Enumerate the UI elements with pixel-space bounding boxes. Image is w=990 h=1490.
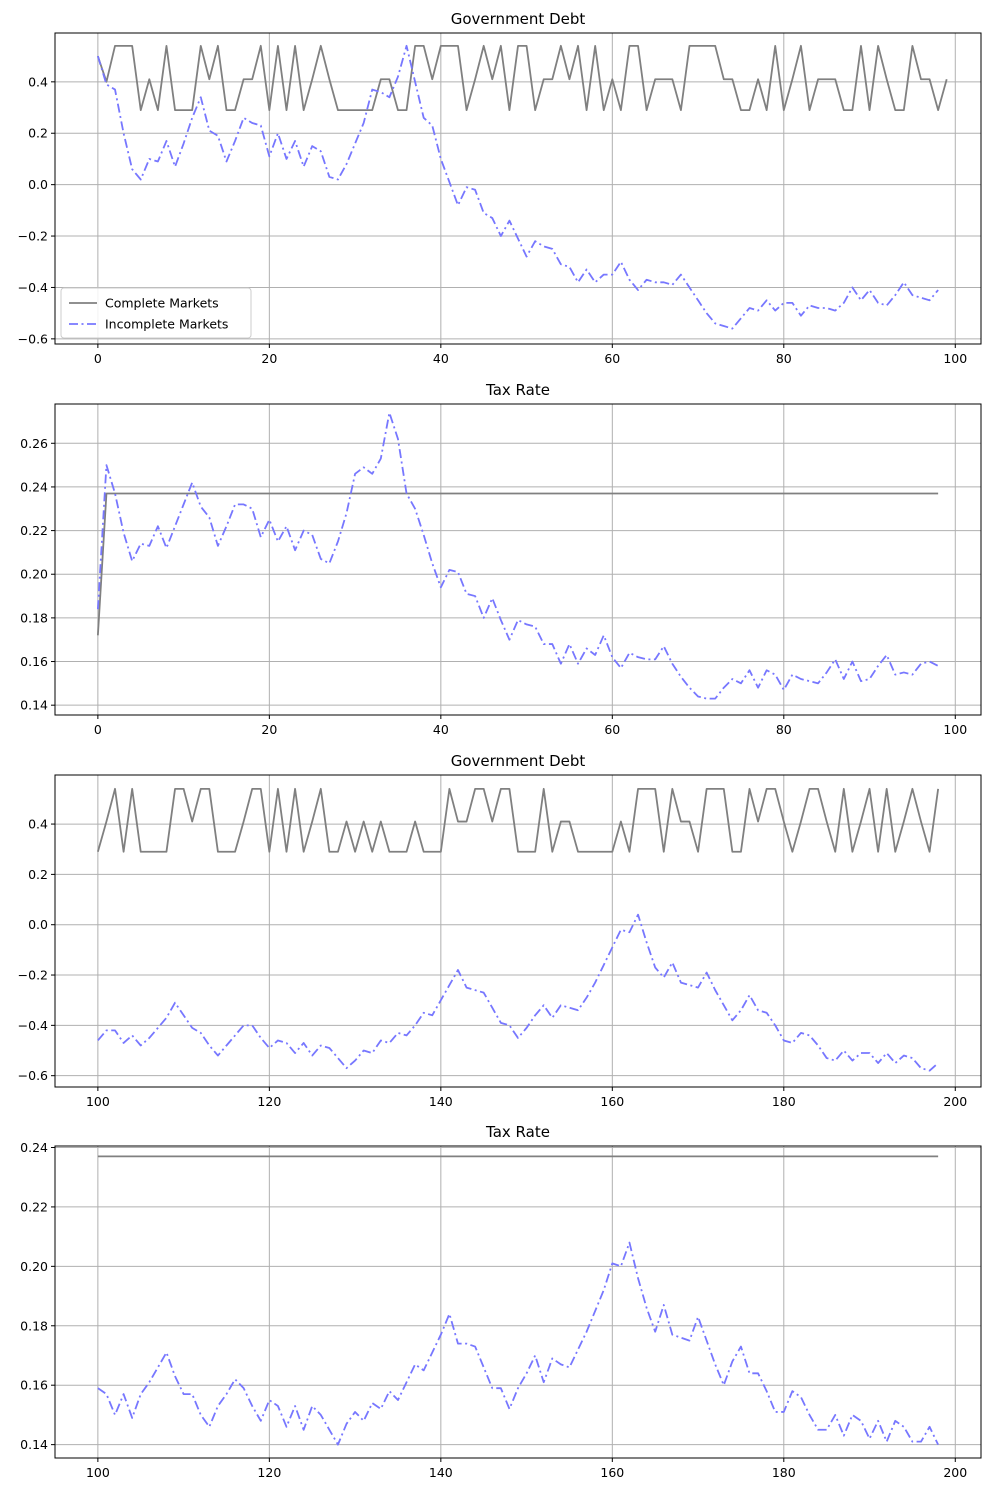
series-incomplete-markets	[97, 1241, 939, 1446]
y-tick-label: 0.2	[28, 126, 48, 141]
x-tick-label: 200	[943, 1094, 967, 1109]
x-tick-label: 160	[600, 1465, 624, 1480]
y-tick-label: 0.14	[20, 1437, 48, 1452]
chart-title: Tax Rate	[485, 381, 550, 399]
x-tick-label: 20	[261, 351, 277, 366]
x-tick-label: 0	[94, 722, 102, 737]
y-tick-label: −0.2	[18, 968, 48, 983]
y-tick-label: 0.14	[20, 698, 48, 713]
x-tick-label: 80	[776, 351, 792, 366]
y-tick-label: −0.6	[18, 1068, 48, 1083]
axes-frame	[54, 1145, 982, 1459]
chart-title: Government Debt	[451, 10, 586, 28]
y-tick-label: 0.4	[28, 817, 48, 832]
chart-title: Government Debt	[451, 752, 586, 770]
x-tick-label: 160	[600, 1094, 624, 1109]
legend-label: Complete Markets	[105, 296, 219, 311]
y-tick-label: 0.24	[20, 1140, 48, 1155]
axes-frame	[54, 32, 982, 345]
series-complete-markets	[97, 44, 948, 112]
x-tick-label: 100	[943, 351, 967, 366]
y-tick-label: −0.4	[18, 1018, 48, 1033]
y-tick-label: 0.26	[20, 436, 48, 451]
x-tick-label: 120	[257, 1094, 281, 1109]
y-tick-label: 0.22	[20, 1199, 48, 1214]
chart-panel-3: 100 120 140 160 180 200 −0.6 −0.4 −0.2 0.0 0.2 0.4 G…	[18, 752, 982, 1109]
x-tick-label: 120	[257, 1465, 281, 1480]
y-tick-label: 0.20	[20, 1259, 48, 1274]
series-incomplete-markets	[96, 411, 939, 700]
y-tick-label: 0.16	[20, 1378, 48, 1393]
chart-panel-1: 0 20 40 60 80 100 −0.6 −0.4 −0.2 0.0 0.2 0.4 Governm…	[18, 10, 982, 366]
y-tick-label: 0.18	[20, 610, 48, 625]
legend: Complete Markets Incomplete Markets	[60, 287, 252, 339]
series-incomplete-markets	[97, 44, 939, 330]
x-tick-label: 40	[433, 351, 449, 366]
y-tick-label: 0.4	[28, 74, 48, 89]
x-tick-label: 0	[94, 351, 102, 366]
y-tick-label: 0.16	[20, 654, 48, 669]
x-tick-label: 20	[261, 722, 277, 737]
axes-frame	[54, 774, 982, 1088]
x-tick-label: 80	[776, 722, 792, 737]
x-tick-label: 180	[772, 1465, 796, 1480]
series-incomplete-markets	[97, 913, 939, 1072]
x-tick-label: 60	[604, 351, 620, 366]
y-tick-label: 0.22	[20, 523, 48, 538]
legend-label: Incomplete Markets	[105, 317, 228, 332]
x-tick-label: 140	[429, 1094, 453, 1109]
x-tick-label: 140	[429, 1465, 453, 1480]
y-tick-label: −0.2	[18, 229, 48, 244]
y-tick-label: −0.4	[18, 280, 48, 295]
x-tick-label: 100	[86, 1465, 110, 1480]
y-tick-label: 0.24	[20, 479, 48, 494]
y-tick-label: −0.6	[18, 331, 48, 346]
y-tick-label: 0.0	[28, 917, 48, 932]
chart-title: Tax Rate	[485, 1123, 550, 1141]
x-tick-label: 100	[943, 722, 967, 737]
y-tick-label: 0.2	[28, 867, 48, 882]
y-tick-label: 0.18	[20, 1318, 48, 1333]
x-tick-label: 180	[772, 1094, 796, 1109]
x-tick-label: 60	[604, 722, 620, 737]
series-complete-markets	[97, 787, 940, 853]
y-tick-label: 0.20	[20, 567, 48, 582]
x-tick-label: 200	[943, 1465, 967, 1480]
legend-box	[60, 287, 252, 339]
series-complete-markets	[96, 492, 939, 636]
axes-frame	[54, 403, 982, 716]
x-tick-label: 100	[86, 1094, 110, 1109]
chart-panel-4: 100 120 140 160 180 200 0.14 0.16 0.18 0.20 0.22 0.…	[20, 1123, 982, 1480]
y-tick-label: 0.0	[28, 177, 48, 192]
chart-panel-2: 0 20 40 60 80 100 0.14 0.16 0.18 0.20 0.22 0.24 0.26…	[20, 381, 982, 737]
x-tick-label: 40	[433, 722, 449, 737]
